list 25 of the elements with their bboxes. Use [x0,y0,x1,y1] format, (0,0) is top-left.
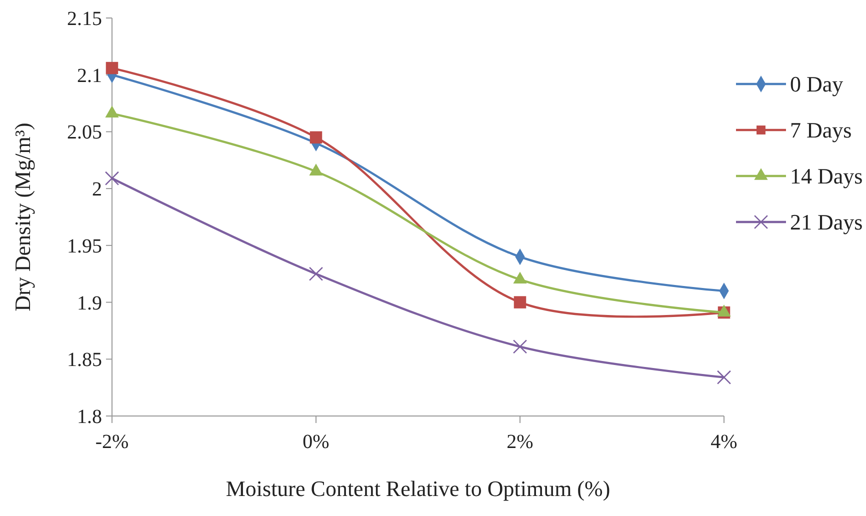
y-tick-label: 2.15 [67,8,102,30]
legend-label: 7 Days [790,118,852,143]
y-tick-label: 2 [92,178,102,201]
y-axis-title: Dry Density (Mg/m³) [10,122,35,312]
y-tick-label: 2.05 [67,122,102,144]
y-tick-label: 1.8 [77,406,102,428]
y-tick-label: 1.9 [77,292,102,314]
x-tick-label: 4% [710,431,738,453]
point [104,171,120,186]
point [716,370,732,384]
legend-label: 0 Day [790,72,844,97]
y-tick-label: 1.85 [67,349,102,372]
point [512,340,528,354]
y-tick-label: 2.1 [77,64,102,87]
x-axis-title: Moisture Content Relative to Optimum (%) [226,476,610,501]
y-tick-label: 1.95 [67,235,102,258]
x-tick-label: 0% [302,431,330,453]
point [106,62,118,74]
point [310,131,322,144]
legend-label: 21 Days [790,210,863,235]
legend-label: 14 Days [790,164,863,189]
x-tick-label: 2% [506,431,534,453]
point [308,266,324,281]
x-tick-label: -2% [95,431,129,453]
point [514,296,526,308]
